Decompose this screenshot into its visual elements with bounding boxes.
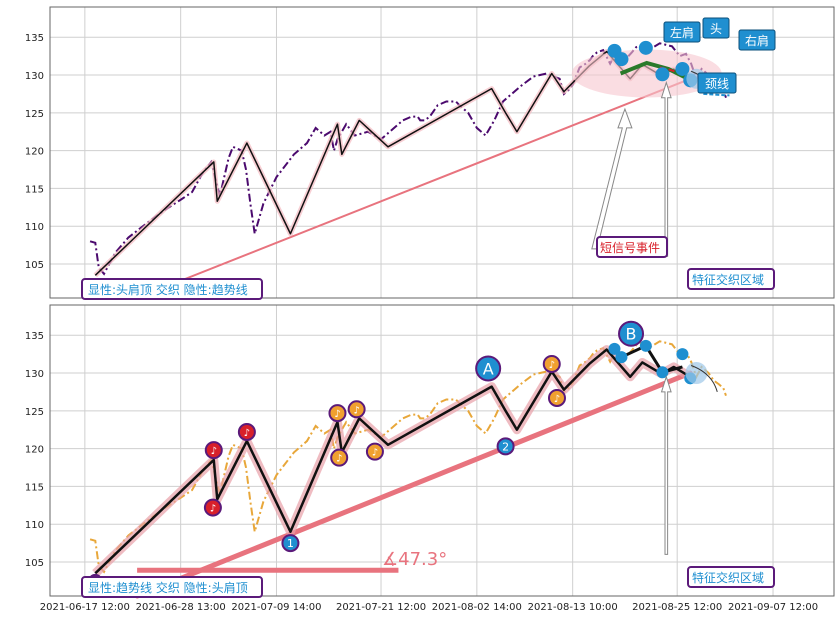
note-glyph: ♪ xyxy=(334,409,340,420)
note-marker xyxy=(330,448,349,467)
note-glyph: ♪ xyxy=(353,405,359,416)
feature-zone-text-bottom: 特征交织区域 xyxy=(692,570,764,585)
ghost-point xyxy=(615,351,628,364)
plot-frame xyxy=(49,6,835,299)
y-tick-label: 125 xyxy=(25,109,44,120)
wave-label-a-circle xyxy=(475,355,502,382)
pattern-point xyxy=(675,61,690,76)
y-tick-label: 130 xyxy=(25,71,44,82)
left-shoulder-label-box xyxy=(663,21,701,43)
tail-dash xyxy=(703,92,730,97)
short-signal-tag: 短信号事件 xyxy=(596,236,668,258)
y-tick-label: 110 xyxy=(25,520,44,531)
note-glyph: ♪ xyxy=(244,428,250,439)
top-legend: 显性:头肩顶 交织 隐性:趋势线 xyxy=(81,278,263,300)
note-glyph: ♪ xyxy=(210,504,216,515)
pattern-point xyxy=(614,52,629,67)
top-legend-text: 显性:头肩顶 交织 隐性:趋势线 xyxy=(88,282,248,297)
trend-line xyxy=(136,77,692,299)
y-tick-label: 135 xyxy=(25,33,44,44)
head-label: 头 xyxy=(710,22,722,36)
x-tick-label: 2021-09-07 12:00 xyxy=(728,602,818,613)
signal-arrow xyxy=(591,107,633,250)
zigzag-line xyxy=(94,348,691,575)
note-marker xyxy=(204,441,223,460)
feature-zone-tag-top: 特征交织区域 xyxy=(687,268,775,290)
y-tick-label: 115 xyxy=(25,184,44,195)
y-tick-label: 135 xyxy=(25,331,44,342)
x-tick-label: 2021-08-13 10:00 xyxy=(528,602,618,613)
feature-zone-text-top: 特征交织区域 xyxy=(692,272,764,287)
plot-frame xyxy=(49,304,835,597)
bottom-legend-text: 显性:趋势线 交织 隐性:头肩顶 xyxy=(88,580,248,595)
trend-line xyxy=(134,370,693,599)
bottom-legend: 显性:趋势线 交织 隐性:头肩顶 xyxy=(81,576,263,598)
ghost-point xyxy=(608,342,621,355)
wave-label-2: 2 xyxy=(502,440,509,453)
y-tick-label: 105 xyxy=(25,558,44,569)
wave-label-b-circle xyxy=(618,320,645,347)
pattern-highlight xyxy=(571,49,722,98)
zone-arrow-bottom xyxy=(660,375,672,555)
left-shoulder-label: 左肩 xyxy=(670,25,694,40)
note-glyph: ♪ xyxy=(336,454,342,465)
angle-label: ∡47.3° xyxy=(382,549,447,570)
y-tick-label: 130 xyxy=(25,369,44,380)
wave-label-b: B xyxy=(626,325,637,344)
y-tick-label: 115 xyxy=(25,482,44,493)
right-shoulder-label: 右肩 xyxy=(745,33,769,48)
wave-label-a: A xyxy=(483,359,494,378)
price-line xyxy=(89,42,727,276)
x-tick-label: 2021-07-09 14:00 xyxy=(231,602,321,613)
note-marker xyxy=(347,400,366,419)
neckline-label-box xyxy=(697,72,737,94)
note-marker xyxy=(328,404,347,423)
y-tick-label: 125 xyxy=(25,407,44,418)
zigzag-halo xyxy=(92,345,693,577)
neckline-label: 颈线 xyxy=(705,77,729,91)
x-tick-label: 2021-06-17 12:00 xyxy=(40,602,130,613)
price-line xyxy=(89,340,727,574)
head-label-box xyxy=(702,17,730,39)
note-marker xyxy=(365,442,384,461)
note-glyph: ♪ xyxy=(549,360,555,371)
note-marker xyxy=(237,422,256,441)
note-glyph: ♪ xyxy=(554,394,560,405)
note-glyph: ♪ xyxy=(211,446,217,457)
x-tick-label: 2021-08-02 14:00 xyxy=(432,602,522,613)
x-tick-label: 2021-06-28 13:00 xyxy=(136,602,226,613)
y-tick-label: 120 xyxy=(25,147,44,158)
y-tick-label: 105 xyxy=(25,260,44,271)
wave-label-1: 1 xyxy=(287,537,294,550)
x-tick-label: 2021-07-21 12:00 xyxy=(336,602,426,613)
y-tick-label: 120 xyxy=(25,445,44,456)
x-tick-label: 2021-08-25 12:00 xyxy=(632,602,722,613)
note-marker xyxy=(203,498,222,517)
ghost-point xyxy=(676,348,689,361)
y-tick-label: 110 xyxy=(25,222,44,233)
zone-arrow xyxy=(660,80,672,257)
feature-zone-tag-bottom: 特征交织区域 xyxy=(687,566,775,588)
right-shoulder-label-box xyxy=(738,29,776,51)
short-signal-text: 短信号事件 xyxy=(600,241,660,255)
note-marker xyxy=(542,354,561,373)
pattern-point xyxy=(638,40,653,55)
wave-label-1-circle xyxy=(281,534,300,553)
ghost-point xyxy=(639,339,652,352)
curve-arrow-bottom xyxy=(690,364,718,393)
wave-label-2-circle xyxy=(496,437,515,456)
pattern-point xyxy=(655,67,670,82)
ghost-point xyxy=(656,366,669,379)
note-marker xyxy=(547,388,566,407)
note-glyph: ♪ xyxy=(372,448,378,459)
x-axis: 2021-06-17 12:00 2021-06-28 13:00 2021-07-… xyxy=(40,602,818,613)
zone-circle-bottom xyxy=(685,362,708,385)
